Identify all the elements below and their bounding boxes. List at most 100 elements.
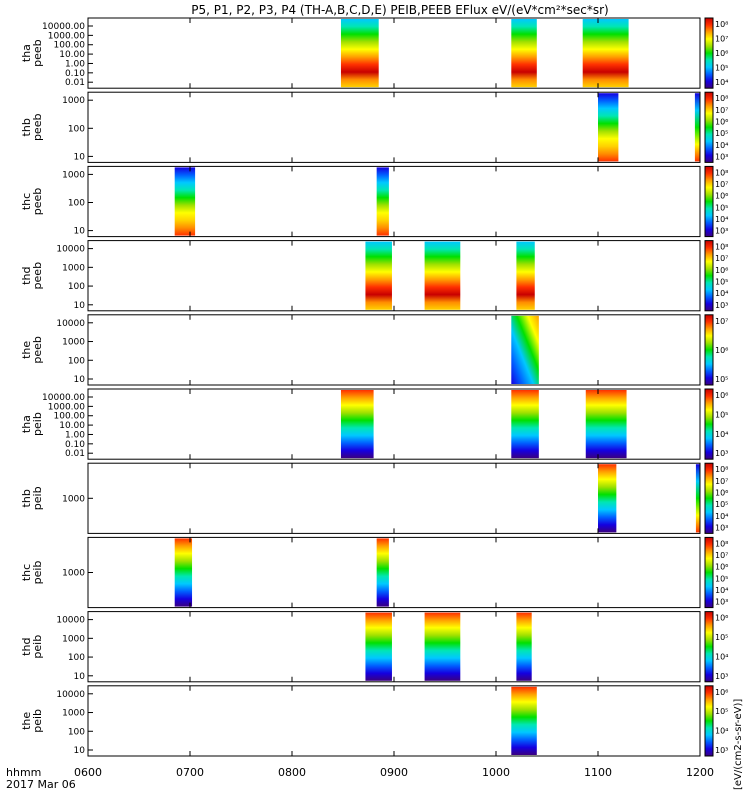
y-tick-label: 1000: [62, 96, 85, 106]
colorbar: [704, 685, 714, 757]
data-block-1: [424, 241, 461, 310]
y-axis-label: tha: [20, 415, 33, 433]
y-axis-label: thb: [20, 118, 33, 136]
y-tick-label: 10.00: [59, 50, 85, 60]
colorbar-tick-label: 10³: [715, 598, 728, 607]
y-axis-sublabel: peeb: [31, 336, 44, 364]
x-tick-label: 1200: [686, 766, 714, 779]
data-block-0: [511, 686, 537, 755]
x-tick-label: 0600: [74, 766, 102, 779]
colorbar-tick-label: 10⁶: [715, 688, 728, 697]
data-block-1: [694, 93, 700, 162]
data-block-2: [585, 390, 627, 459]
y-tick-label: 1.00: [65, 59, 85, 69]
colorbar-tick-label: 10⁴: [715, 289, 728, 298]
data-block-1: [695, 464, 700, 533]
y-tick-label: 100.00: [54, 41, 86, 51]
colorbar: [704, 240, 714, 312]
colorbar-tick-label: 10⁶: [715, 49, 728, 58]
colorbar-tick-label: 10⁴: [715, 78, 728, 87]
colorbar-tick-label: 10⁶: [715, 614, 728, 623]
colorbar-tick-label: 10⁶: [715, 563, 728, 572]
data-block-0: [340, 390, 374, 459]
y-tick-label: 10000: [56, 245, 85, 255]
colorbar-tick-label: 10⁵: [715, 707, 728, 716]
y-tick-label: 100.00: [54, 412, 86, 422]
y-tick-label: 1.00: [65, 430, 85, 440]
y-tick-label: 10: [74, 375, 86, 385]
y-axis-sublabel: peib: [31, 709, 44, 733]
data-block-0: [365, 241, 392, 310]
y-axis-sublabel: peib: [31, 486, 44, 510]
y-axis-sublabel: peeb: [31, 39, 44, 67]
colorbar-tick-label: 10⁸: [715, 168, 728, 177]
panel-frame: [87, 240, 701, 312]
colorbar: [704, 91, 714, 163]
y-axis-label: thd: [20, 267, 33, 285]
y-tick-label: 1000.00: [48, 402, 85, 412]
y-axis-label: the: [20, 712, 33, 730]
y-tick-label: 1000: [62, 569, 85, 579]
x-tick-label: 1000: [482, 766, 510, 779]
y-tick-label: 0.01: [65, 449, 85, 459]
colorbar-tick-label: 10⁵: [715, 633, 728, 642]
data-block-0: [174, 167, 196, 236]
colorbar-tick-label: 10⁸: [715, 539, 728, 548]
colorbar-tick-label: 10⁶: [715, 346, 728, 355]
y-tick-label: 0.10: [65, 69, 85, 79]
colorbar-tick-label: 10⁶: [715, 488, 728, 497]
y-tick-label: 1000: [62, 494, 85, 504]
y-tick-label: 10: [74, 672, 86, 682]
y-axis-sublabel: peib: [31, 635, 44, 659]
colorbar-tick-label: 10³: [715, 227, 728, 236]
colorbar-tick-label: 10⁷: [715, 254, 728, 263]
date-label: 2017 Mar 06: [6, 778, 76, 791]
data-block-1: [376, 538, 389, 607]
y-tick-label: 100: [68, 282, 85, 292]
data-block-0: [511, 315, 539, 384]
colorbar-tick-label: 10³: [715, 301, 728, 310]
colorbar-tick-label: 10⁵: [715, 129, 728, 138]
colorbar-tick-label: 10⁴: [715, 430, 728, 439]
y-tick-label: 100: [68, 199, 85, 209]
colorbar: [704, 314, 714, 386]
panel-frame: [87, 685, 701, 757]
y-tick-label: 10000.00: [42, 22, 85, 32]
colorbar: [704, 165, 714, 238]
y-tick-label: 0.10: [65, 440, 85, 450]
y-tick-label: 1000: [62, 338, 85, 348]
colorbar-tick-label: 10⁴: [715, 727, 728, 736]
colorbar-tick-label: 10⁸: [715, 243, 728, 252]
y-tick-label: 1000: [62, 634, 85, 644]
colorbar-tick-label: 10⁵: [715, 500, 728, 509]
data-block-1: [424, 612, 461, 681]
colorbar-tick-label: 10⁶: [715, 266, 728, 275]
y-tick-label: 1000: [62, 170, 85, 180]
colorbar-tick-label: 10⁴: [715, 215, 728, 224]
colorbar-tick-label: 10⁶: [715, 117, 728, 126]
colorbar-tick-label: 10⁸: [715, 465, 728, 474]
time-unit-label: hhmm: [6, 766, 41, 779]
y-axis-sublabel: peib: [31, 561, 44, 585]
y-axis-sublabel: peib: [31, 412, 44, 436]
y-tick-label: 10000: [56, 616, 85, 626]
colorbar-tick-label: 10⁸: [715, 20, 728, 29]
y-tick-label: 1000: [62, 263, 85, 273]
y-tick-label: 10000: [56, 319, 85, 329]
data-block-0: [598, 93, 619, 162]
y-axis-label: thb: [20, 489, 33, 507]
data-block-0: [340, 19, 379, 88]
chart-title: P5, P1, P2, P3, P4 (TH-A,B,C,D,E) PEIB,P…: [191, 3, 608, 17]
colorbar-tick-label: 10⁷: [715, 551, 728, 560]
y-tick-label: 10: [74, 227, 86, 237]
data-block-2: [516, 241, 535, 310]
x-tick-label: 0700: [176, 766, 204, 779]
colorbar-tick-label: 10⁷: [715, 35, 728, 44]
y-axis-sublabel: peeb: [31, 188, 44, 216]
colorbar-tick-label: 10⁷: [715, 180, 728, 189]
